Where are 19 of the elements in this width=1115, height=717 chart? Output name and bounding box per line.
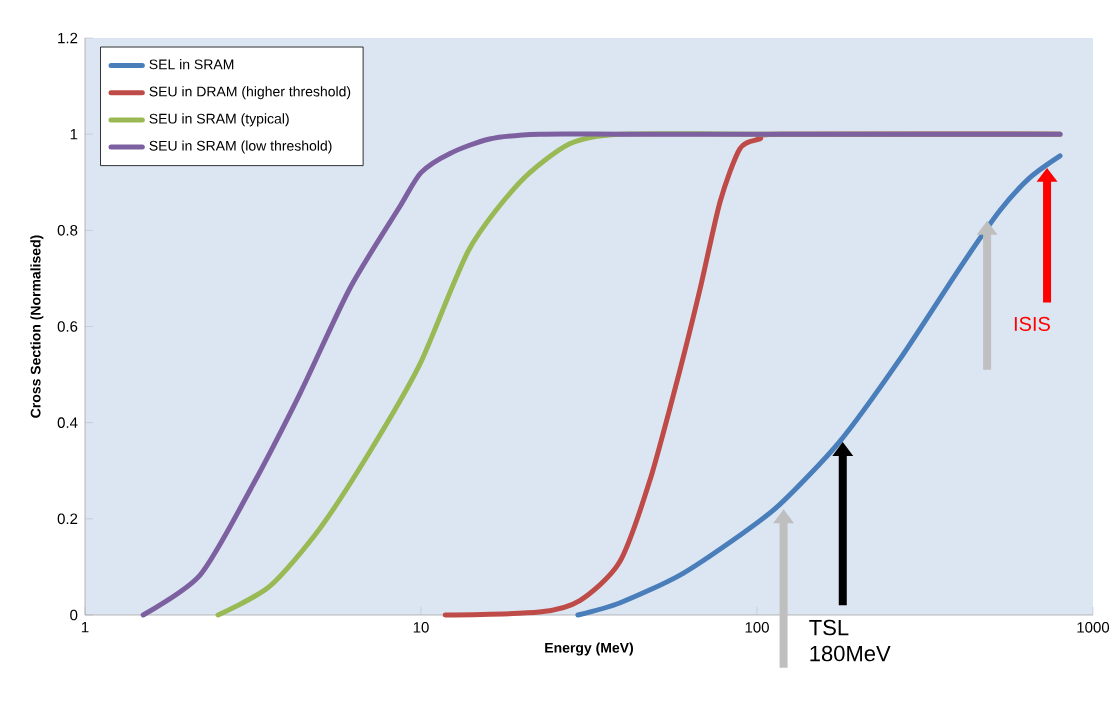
y-axis-title: Cross Section (Normalised) <box>30 235 44 418</box>
x-tick-label: 100 <box>745 622 769 633</box>
x-tick-label: 10 <box>413 622 429 633</box>
y-tick-label: 0.2 <box>57 513 78 525</box>
y-tick-label: 0.4 <box>57 417 78 428</box>
y-tick-label: 0.6 <box>57 321 78 332</box>
y-tick-label: 0.8 <box>57 225 78 236</box>
y-tick-label: 1.2 <box>58 32 78 44</box>
y-tick-label: 1 <box>70 129 78 140</box>
x-tick-label: 1000 <box>1077 622 1110 633</box>
y-tick-label: 0 <box>70 609 78 621</box>
legend-label: SEU in DRAM (higher threshold) <box>149 86 351 100</box>
legend-label: SEU in SRAM (low threshold) <box>149 140 332 154</box>
legend-label: SEL in SRAM <box>149 59 234 70</box>
x-tick-label: 1 <box>81 622 89 633</box>
annotation: ISIS <box>1014 316 1050 331</box>
text: TSL 180MeV <box>809 619 891 662</box>
legend-label: SEU in SRAM (typical) <box>149 113 289 127</box>
x-axis-title: Energy (MeV) <box>545 642 634 656</box>
